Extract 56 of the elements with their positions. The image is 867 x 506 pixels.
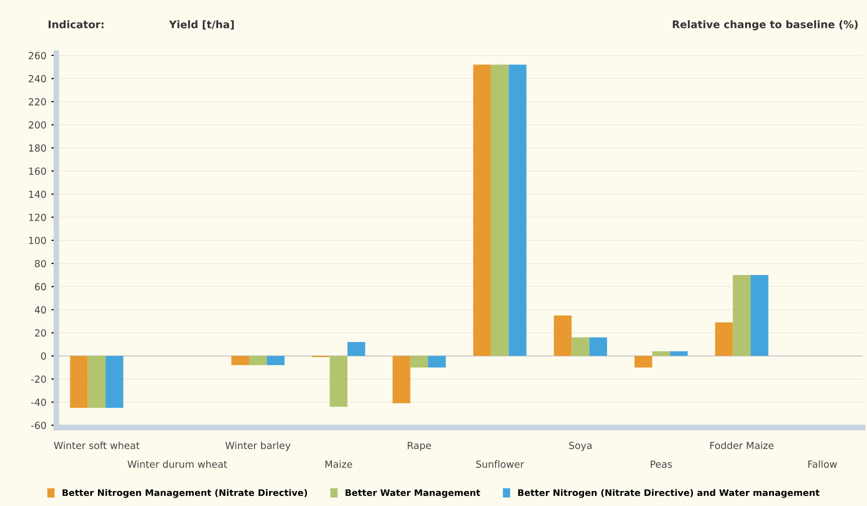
text: Yield [t/ha] xyxy=(168,20,234,30)
y-tick-label: 160 xyxy=(29,167,46,175)
bar xyxy=(231,356,250,366)
bar xyxy=(410,356,428,368)
y-tick-label: 240 xyxy=(28,75,46,82)
y-tick-label: 20 xyxy=(34,329,46,337)
y-tick-label: 80 xyxy=(34,260,46,268)
y-tick-label: 0 xyxy=(41,352,46,360)
x-tick-label: Maize xyxy=(325,460,352,468)
y-tick-label: 40 xyxy=(34,306,46,314)
bar xyxy=(266,356,285,366)
x-tick-label: Winter barley xyxy=(225,442,290,451)
x-tick-label: Peas xyxy=(650,460,672,468)
bar xyxy=(428,356,446,368)
legend-label: Better Nitrogen (Nitrate Directive) and Water management xyxy=(518,489,820,498)
bar xyxy=(106,356,124,408)
bar xyxy=(634,356,652,368)
y-tick-label: 220 xyxy=(28,98,46,106)
bar xyxy=(652,351,670,356)
bar xyxy=(249,356,267,366)
y-tick-label: 180 xyxy=(29,144,46,152)
x-tick-label: Winter durum wheat xyxy=(128,460,228,468)
x-tick-label: Winter soft wheat xyxy=(54,442,140,450)
x-tick-label: Fodder Maize xyxy=(710,442,774,450)
y-tick-label: 140 xyxy=(29,190,46,198)
bar xyxy=(554,315,572,356)
y-tick-label: 100 xyxy=(29,236,46,244)
bar xyxy=(347,342,366,356)
y-tick-label: 60 xyxy=(34,283,46,290)
bar xyxy=(750,275,768,356)
bar xyxy=(88,356,106,408)
bar xyxy=(572,337,590,356)
y-tick-label: -60 xyxy=(31,422,46,430)
x-tick-label: Fallow xyxy=(808,460,837,468)
y-tick-label: 260 xyxy=(28,52,46,60)
x-tick-label: Sunflower xyxy=(476,460,524,468)
text: Indicator: xyxy=(48,20,104,28)
bar xyxy=(473,64,491,356)
y-tick-label: 200 xyxy=(28,121,46,129)
y-tick-label: -20 xyxy=(31,376,46,383)
y-tick-label: -40 xyxy=(31,398,46,406)
x-tick-label: Soya xyxy=(569,442,592,451)
legend-label: Better Nitrogen Management (Nitrate Directive) xyxy=(62,489,307,498)
bar xyxy=(330,356,348,407)
x-tick-label: Rape xyxy=(408,442,431,451)
bar xyxy=(715,322,733,356)
bar xyxy=(490,64,509,356)
y-tick-label: 120 xyxy=(29,214,46,222)
bar xyxy=(70,356,88,408)
bar xyxy=(508,64,526,356)
bar xyxy=(392,356,410,404)
bar xyxy=(589,337,608,356)
text: Relative change to baseline (%) xyxy=(672,20,858,30)
bar xyxy=(670,351,688,356)
bar xyxy=(732,275,751,356)
legend-label: Better Water Management xyxy=(346,489,480,498)
